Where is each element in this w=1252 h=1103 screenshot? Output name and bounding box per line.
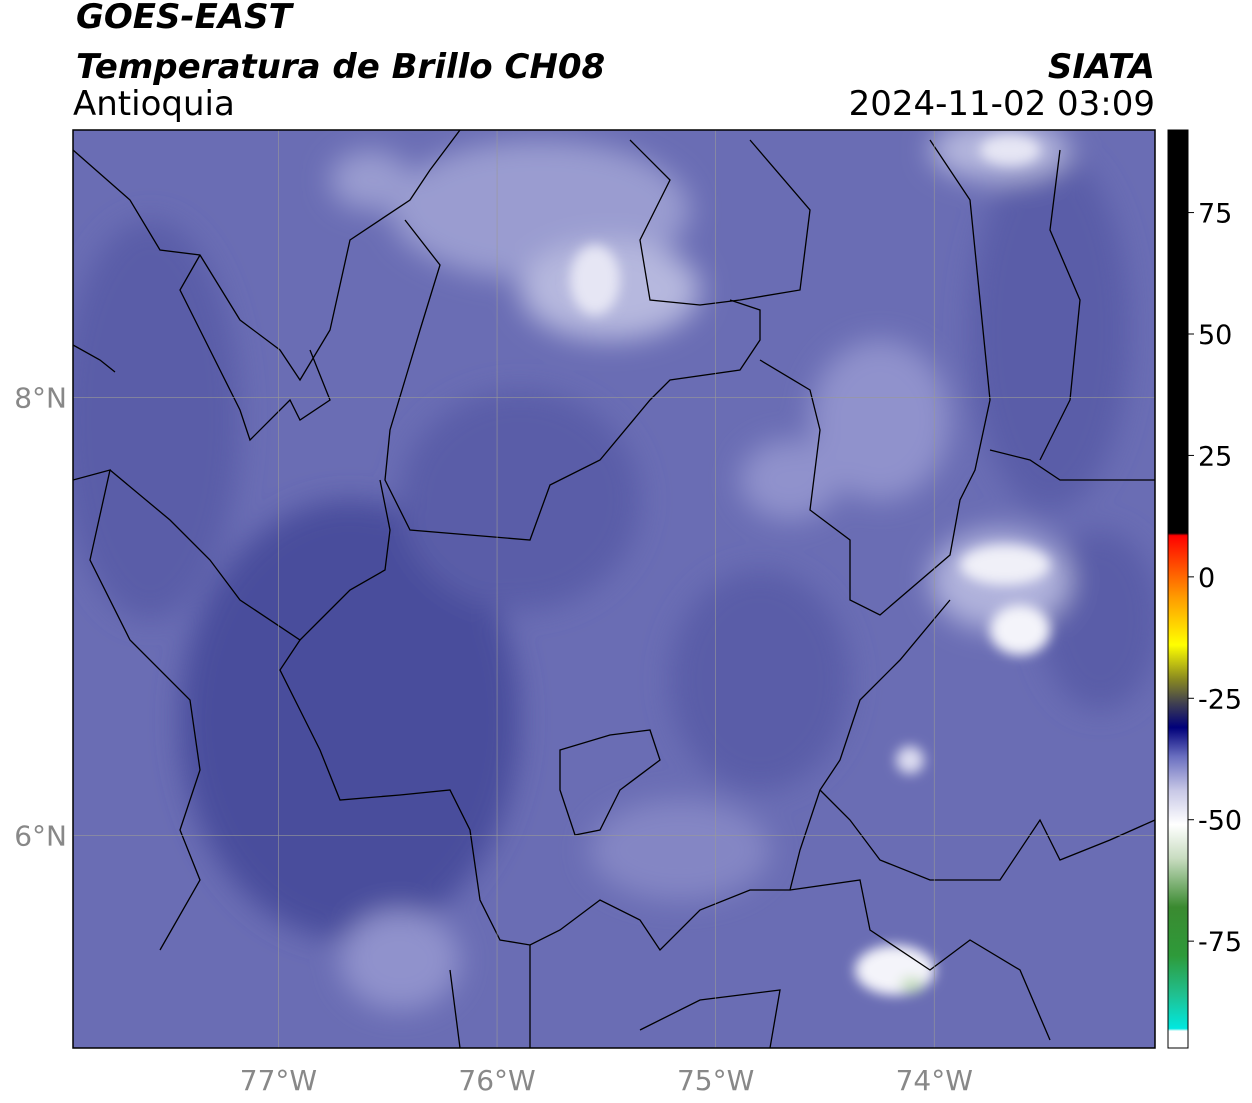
region: Antioquia [73, 84, 235, 124]
source: SIATA [1048, 47, 1155, 87]
x-tick-label: 76°W [458, 1064, 535, 1097]
colorbar [1167, 129, 1189, 1049]
boundaries [73, 130, 1155, 1048]
colorbar-tick-label: -50 [1198, 806, 1242, 837]
colorbar-tick-label: -25 [1198, 684, 1242, 715]
x-tick-label: 75°W [677, 1064, 754, 1097]
datetime: 2024-11-02 03:09 [849, 84, 1155, 124]
colorbar-tick-label: 0 [1198, 563, 1215, 594]
colorbar-tick-label: -75 [1198, 927, 1242, 958]
title: GOES-EAST [76, 0, 295, 37]
colorbar-tick-label: 25 [1198, 441, 1232, 472]
graticule [73, 130, 1155, 1048]
y-tick-label: 6°N [14, 819, 67, 852]
y-tick-label: 8°N [14, 381, 67, 414]
x-tick-label: 77°W [240, 1064, 317, 1097]
colorbar-tick-label: 75 [1198, 199, 1232, 230]
subtitle: Temperatura de Brillo CH08 [76, 47, 605, 87]
map-field [73, 130, 1155, 1048]
map-frame [72, 129, 1156, 1049]
x-tick-label: 74°W [896, 1064, 973, 1097]
colorbar-tick-label: 50 [1198, 320, 1232, 351]
